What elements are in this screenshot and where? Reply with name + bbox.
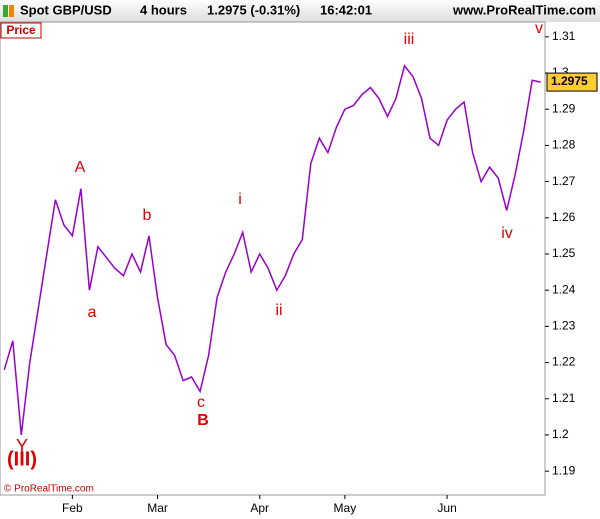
- interval: 4 hours: [140, 2, 187, 17]
- y-tick-label: 1.29: [552, 101, 576, 115]
- y-tick-label: 1.25: [552, 246, 576, 260]
- y-tick-label: 1.27: [552, 174, 576, 188]
- price-line: [3, 64, 541, 435]
- icon: [3, 5, 8, 17]
- panel-label-box: [0, 22, 42, 39]
- icon: [9, 5, 14, 17]
- y-tick-label: 1.28: [552, 138, 576, 152]
- wave-label: c: [197, 394, 205, 411]
- wave-label: Y: [16, 436, 28, 456]
- site: www.ProRealTime.com: [452, 2, 596, 17]
- time: 16:42:01: [320, 2, 372, 17]
- wave-label: A: [75, 159, 86, 176]
- wave-label: iv: [501, 225, 513, 242]
- wave-label: iii: [404, 31, 415, 48]
- copyright: © ProRealTime.com: [4, 484, 94, 495]
- x-tick-label: May: [334, 501, 357, 515]
- last-price-label: 1.2975: [551, 74, 588, 88]
- wave-label: i: [238, 191, 242, 208]
- y-tick-label: 1.22: [552, 355, 576, 369]
- wave-label: v: [535, 20, 543, 37]
- x-tick-label: Feb: [62, 501, 83, 515]
- wave-label: (III): [7, 448, 37, 470]
- y-tick-label: 1.24: [552, 282, 576, 296]
- header-bar: [0, 0, 600, 22]
- plot-area: [0, 21, 546, 496]
- x-tick-label: Mar: [147, 501, 168, 515]
- y-tick-label: 1.23: [552, 319, 576, 333]
- panel-label: Price: [6, 23, 36, 37]
- y-tick-label: 1.21: [552, 391, 576, 405]
- y-tick-label: 1.2: [552, 427, 569, 441]
- x-tick-label: Jun: [437, 501, 456, 515]
- wave-label: ii: [275, 302, 282, 319]
- quote: 1.2975 (-0.31%): [207, 2, 300, 17]
- wave-label: B: [197, 412, 209, 429]
- wave-label: a: [88, 304, 97, 321]
- wave-label: b: [143, 207, 152, 224]
- symbol: Spot GBP/USD: [20, 2, 112, 17]
- last-price-box: [546, 72, 598, 92]
- y-tick-label: 1.31: [552, 29, 576, 43]
- x-tick-label: Apr: [250, 501, 269, 515]
- y-tick-label: 1.19: [552, 463, 576, 477]
- y-tick-label: 1.26: [552, 210, 576, 224]
